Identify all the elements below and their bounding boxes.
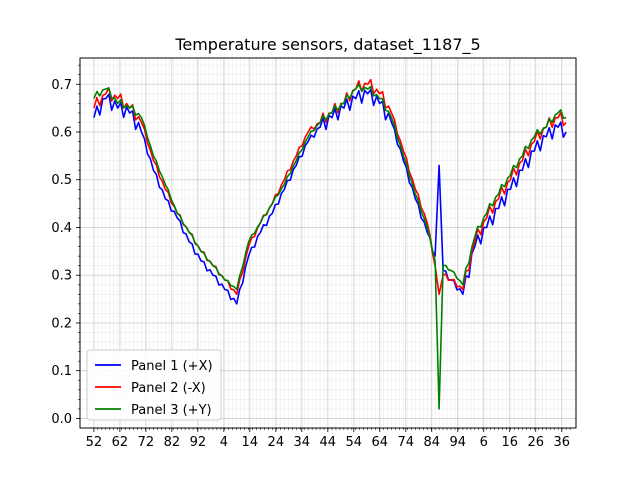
- x-tick-label: 36: [553, 435, 570, 450]
- x-tick-label: 24: [268, 435, 285, 450]
- x-tick-label: 94: [449, 435, 466, 450]
- y-tick-label: 0.6: [51, 126, 72, 141]
- x-tick-label: 6: [480, 435, 488, 450]
- x-tick-label: 92: [190, 435, 207, 450]
- series-line-1: [93, 88, 567, 305]
- x-tick-label: 74: [397, 435, 414, 450]
- x-tick-label: 62: [112, 435, 129, 450]
- legend-label-2: Panel 2 (-X): [131, 381, 206, 396]
- x-tick-label: 16: [501, 435, 518, 450]
- x-tick-label: 26: [527, 435, 544, 450]
- y-tick-label: 0.7: [51, 78, 72, 93]
- series-line-3: [93, 83, 567, 410]
- x-tick-label: 84: [423, 435, 440, 450]
- chart-title: Temperature sensors, dataset_1187_5: [174, 35, 480, 55]
- x-tick-label: 14: [242, 435, 259, 450]
- x-tick-label: 4: [220, 435, 228, 450]
- legend-label-1: Panel 1 (+X): [131, 359, 213, 374]
- y-tick-label: 0.0: [51, 412, 72, 427]
- y-tick-label: 0.3: [51, 269, 72, 284]
- x-tick-label: 82: [164, 435, 181, 450]
- y-tick-label: 0.2: [51, 316, 72, 331]
- legend-box: [86, 349, 222, 421]
- x-tick-label: 72: [138, 435, 155, 450]
- y-tick-label: 0.5: [51, 173, 72, 188]
- x-tick-label: 44: [320, 435, 337, 450]
- x-tick-label: 34: [294, 435, 311, 450]
- y-tick-label: 0.4: [51, 221, 72, 236]
- y-tick-label: 0.1: [51, 364, 72, 379]
- x-tick-label: 52: [86, 435, 103, 450]
- x-tick-label: 64: [372, 435, 389, 450]
- x-tick-label: 54: [346, 435, 363, 450]
- legend-label-3: Panel 3 (+Y): [131, 403, 212, 418]
